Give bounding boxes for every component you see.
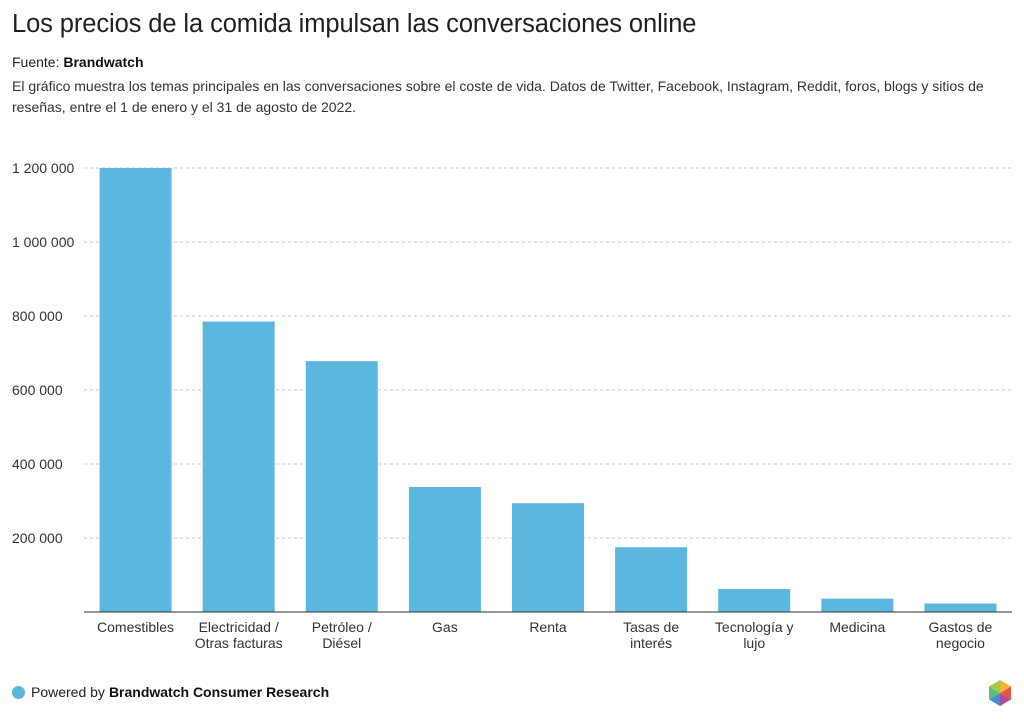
footer-prefix: Powered by xyxy=(31,684,105,700)
y-tick-label: 1 200 000 xyxy=(12,160,74,176)
bar xyxy=(305,361,378,612)
source-line: Fuente: Brandwatch xyxy=(12,54,144,70)
footer: Powered by Brandwatch Consumer Research xyxy=(12,684,329,700)
x-tick-label: Diésel xyxy=(322,635,361,651)
x-tick-label: Comestibles xyxy=(97,619,174,635)
source-label: Fuente: xyxy=(12,54,60,70)
bar xyxy=(924,603,997,612)
source-name: Brandwatch xyxy=(63,54,144,70)
x-tick-label: Electricidad / xyxy=(199,619,279,635)
x-tick-label: Tecnología y xyxy=(715,619,794,635)
bar xyxy=(99,168,172,612)
x-tick-label: Medicina xyxy=(829,619,885,635)
x-tick-label: Gastos de xyxy=(929,619,993,635)
y-tick-label: 800 000 xyxy=(12,308,63,324)
brandwatch-hexagon-logo-icon[interactable] xyxy=(987,679,1013,707)
x-tick-label: interés xyxy=(630,635,672,651)
x-tick-label: lujo xyxy=(743,635,765,651)
y-tick-label: 400 000 xyxy=(12,456,63,472)
bar xyxy=(821,598,894,612)
y-tick-label: 1 000 000 xyxy=(12,234,74,250)
bar xyxy=(512,503,584,612)
brand-dot-icon xyxy=(12,685,25,699)
x-tick-label: Gas xyxy=(432,619,458,635)
x-tick-label: Tasas de xyxy=(623,619,679,635)
x-tick-label: Renta xyxy=(529,619,567,635)
bar xyxy=(615,547,688,612)
y-tick-label: 600 000 xyxy=(12,382,63,398)
x-tick-label: negocio xyxy=(936,635,985,651)
bar xyxy=(718,589,791,612)
x-tick-label: Petróleo / xyxy=(312,619,372,635)
bar-chart: 200 000 400 000 600 000 800 000 1 000 000 1 2… xyxy=(12,160,1012,651)
y-tick-label: 200 000 xyxy=(12,530,63,546)
bar xyxy=(202,321,275,612)
bar xyxy=(408,486,481,612)
x-tick-label: Otras facturas xyxy=(195,635,283,651)
chart-description: El gráfico muestra los temas principales… xyxy=(12,78,984,115)
chart-title: Los precios de la comida impulsan las co… xyxy=(12,10,697,38)
footer-brand[interactable]: Brandwatch Consumer Research xyxy=(108,684,330,700)
